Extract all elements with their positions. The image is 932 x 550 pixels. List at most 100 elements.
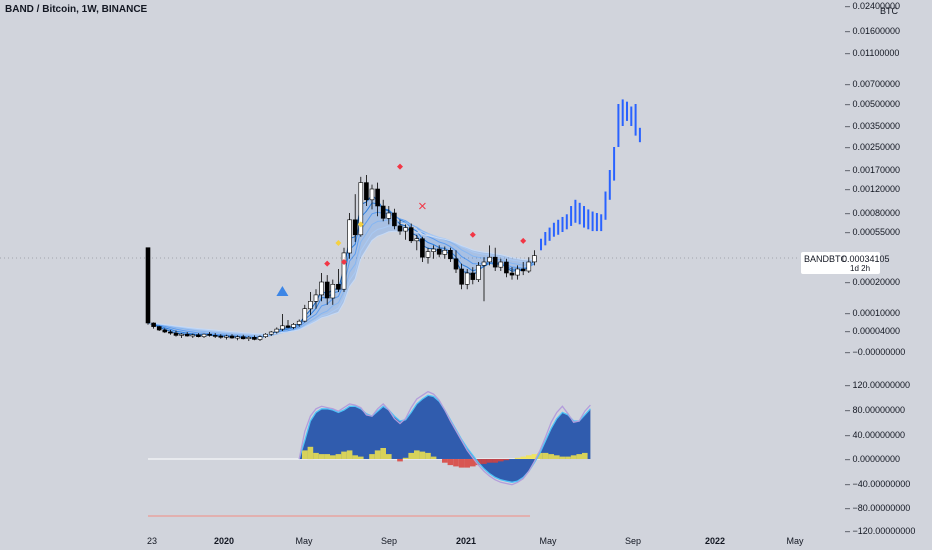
candle (330, 283, 336, 299)
axes: – 0.02400000 – 0.01600000 – 0.01100000 – 0.… (147, 1, 915, 546)
candle (492, 256, 498, 268)
time-tick-label: 2022 (705, 536, 725, 546)
price-tick-label: – 0.00004000 (845, 326, 900, 336)
chart-title: BAND / Bitcoin, 1W, BINANCE (5, 4, 148, 15)
price-tick-label: – 0.00170000 (845, 165, 900, 175)
osc-tick-label: – 40.00000000 (845, 430, 905, 440)
osc-histogram-bar (470, 459, 476, 467)
osc-histogram-bar (442, 459, 448, 463)
price-tick-label: – 0.00250000 (845, 142, 900, 152)
candle (151, 322, 156, 327)
osc-histogram-bar (425, 452, 431, 459)
osc-histogram-bar (537, 452, 543, 459)
unit-label: BTC (880, 6, 899, 16)
candle (414, 238, 420, 242)
price-tick-label: – 0.00700000 (845, 79, 900, 89)
candle (207, 333, 212, 336)
osc-histogram-bar (419, 451, 426, 459)
projection-bars (540, 99, 641, 251)
oscillator-panel (148, 390, 591, 517)
candle (481, 261, 487, 266)
price-tick-label: – −0.00000000 (845, 347, 905, 357)
price-tick-label: – 0.00010000 (845, 308, 900, 318)
osc-area (299, 395, 591, 483)
osc-histogram-bar (318, 454, 325, 459)
osc-histogram-bar (554, 455, 560, 459)
price-tick-label: – 0.00350000 (845, 121, 900, 131)
osc-histogram-bar (374, 450, 381, 459)
candles (145, 175, 537, 342)
osc-histogram-bar (582, 452, 588, 459)
candle (509, 272, 515, 276)
osc-tick-label: – −80.00000000 (845, 503, 910, 513)
signal-diamond (335, 240, 342, 247)
candle (196, 334, 201, 337)
last-price-badge: BANDBTC 0.00034105 1d 2h (801, 252, 890, 274)
candle (145, 247, 151, 324)
osc-histogram-bar (352, 455, 358, 459)
ma-line (147, 202, 535, 339)
candle (448, 250, 453, 260)
osc-histogram-bar (526, 455, 532, 459)
candle (240, 336, 246, 340)
last-price: 0.00034105 (842, 254, 890, 264)
candle (162, 329, 168, 333)
candle (319, 281, 324, 296)
candle (358, 182, 364, 236)
candle (397, 225, 403, 232)
candle (526, 261, 532, 272)
osc-tick-label: – −40.00000000 (845, 479, 910, 489)
osc-histogram-bar (453, 459, 459, 467)
osc-histogram-bar (481, 459, 487, 464)
osc-histogram-bar (313, 452, 319, 459)
candle (425, 251, 431, 258)
signal-diamond (357, 221, 364, 228)
candle (431, 248, 436, 252)
candle (364, 182, 369, 201)
osc-histogram-bar (402, 457, 409, 459)
osc-histogram-bar (324, 454, 330, 459)
candle (274, 328, 280, 333)
osc-histogram-bar (447, 459, 454, 466)
candle (470, 272, 476, 280)
candle (392, 212, 397, 227)
osc-histogram-bar (408, 452, 414, 459)
osc-tick-label: – 120.00000000 (845, 380, 910, 390)
candle (179, 333, 184, 336)
signal-cross (419, 202, 426, 210)
osc-histogram-bar (430, 456, 437, 459)
candle (453, 258, 459, 270)
symbol-label: BANDBTC (804, 254, 848, 264)
candle (487, 256, 492, 263)
candle (380, 205, 386, 219)
signal-diamond (341, 258, 347, 265)
candle (252, 336, 257, 340)
candle (403, 227, 408, 232)
time-tick-label: 2020 (214, 536, 234, 546)
candle (190, 334, 196, 337)
price-tick-label: – 0.02400000 (845, 1, 900, 11)
candle (224, 335, 229, 338)
time-tick-label: 2021 (456, 536, 476, 546)
candle (168, 331, 173, 334)
signal-diamond (397, 163, 403, 170)
ma-line (147, 225, 535, 336)
osc-tick-label: – 80.00000000 (845, 405, 905, 415)
osc-histogram-bar (514, 457, 521, 459)
candle (173, 332, 179, 336)
osc-histogram-bar (486, 459, 493, 463)
osc-histogram-bar (576, 454, 582, 459)
candle (257, 336, 263, 340)
candle (184, 333, 190, 337)
candle (386, 212, 392, 219)
price-tick-label: – 0.00500000 (845, 99, 900, 109)
signal-diamond (520, 237, 527, 244)
candle (235, 336, 240, 339)
candle (375, 188, 380, 207)
candle (263, 333, 268, 338)
osc-histogram-bar (520, 456, 526, 459)
osc-histogram-bar (570, 455, 577, 459)
ma-line (147, 211, 535, 338)
time-tick-label: Sep (381, 536, 397, 546)
